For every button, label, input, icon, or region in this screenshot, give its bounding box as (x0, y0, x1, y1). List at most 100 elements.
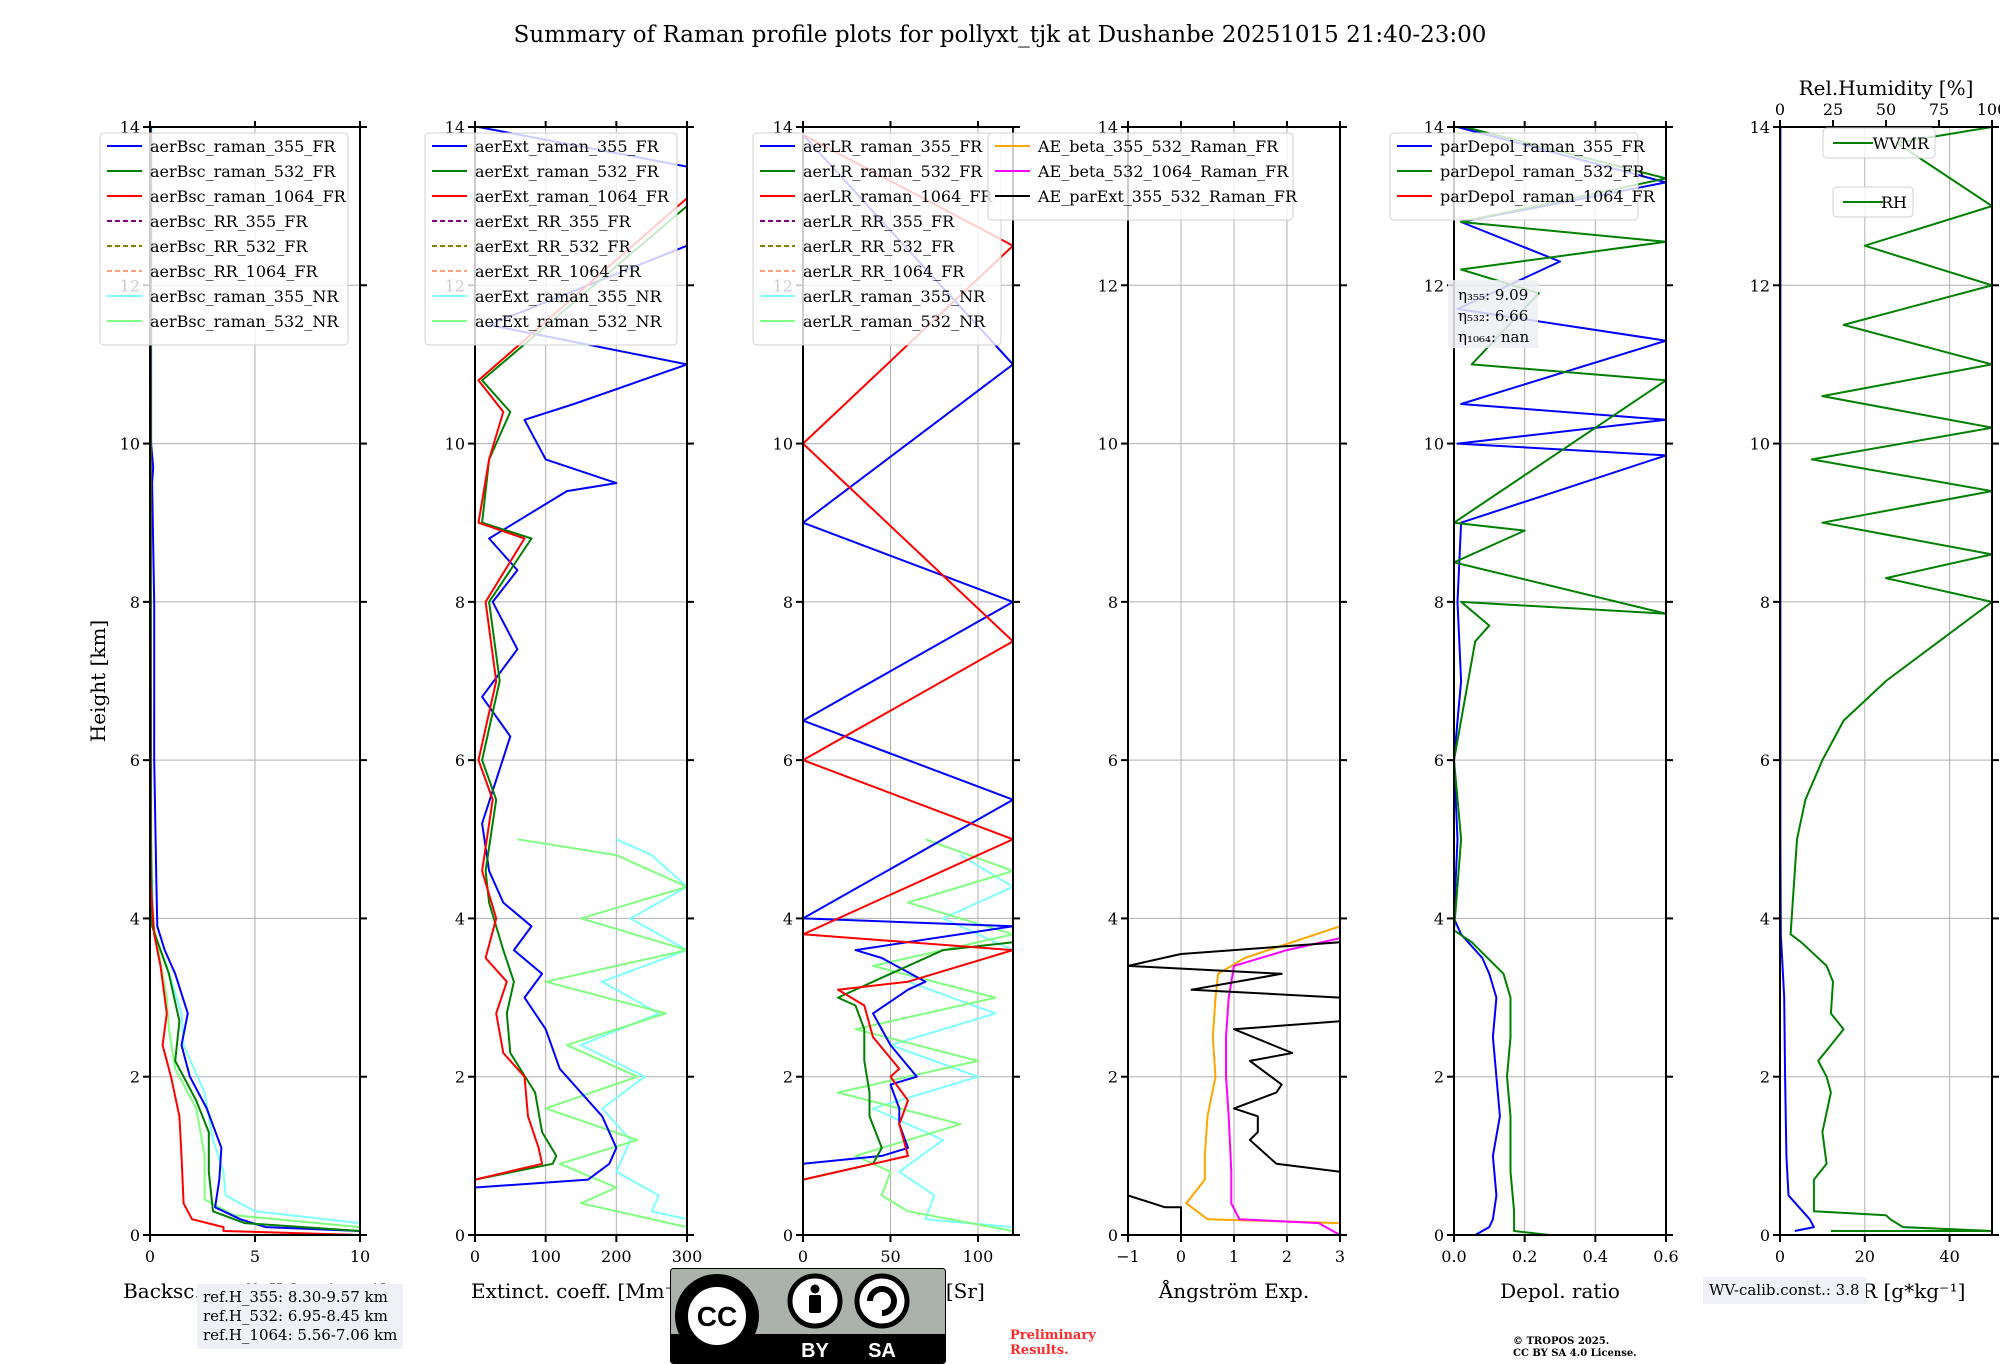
legend-box (987, 132, 1294, 221)
y-tick-label: 6 (1108, 751, 1118, 770)
legend-box (752, 132, 1002, 346)
y-tick-label: 2 (130, 1068, 140, 1087)
legend-label: aerBsc_raman_355_NR (150, 287, 339, 306)
by-label: BY (801, 1340, 829, 1362)
y-tick-label: 14 (120, 118, 140, 137)
by-icon-head (810, 1284, 820, 1294)
ref-heights-box: ref.H_355: 8.30-9.57 km ref.H_532: 6.95-… (197, 1284, 404, 1349)
legend-label: aerExt_raman_355_NR (475, 287, 663, 306)
x2-tick-label: 50 (1876, 100, 1896, 119)
x-tick-label: 3 (1335, 1247, 1345, 1266)
series-aerLR_raman_532_NR (837, 838, 1013, 1232)
series-aerBsc_raman_532_NR (151, 918, 360, 1229)
series-aerBsc_raman_1064_FR (150, 127, 360, 1235)
eta-annotation-line: η₃₅₅: 9.09 (1458, 286, 1528, 304)
series-AE_parExt_355_532_Raman_FR_upper (1233, 1020, 1340, 1173)
y-tick-label: 14 (1424, 118, 1444, 137)
y-tick-label: 8 (1108, 593, 1118, 612)
series-group-lidar_ratio (803, 134, 1013, 1232)
x-tick-label: 0 (1775, 1247, 1785, 1266)
y-tick-label: 0 (455, 1226, 465, 1245)
legend-label: aerBsc_raman_355_FR (150, 137, 336, 156)
series-WVMR (1780, 127, 1815, 1232)
legend-label: aerLR_RR_532_FR (803, 237, 955, 256)
y-axis-label: Height [km] (86, 620, 110, 742)
sa-label: SA (868, 1340, 896, 1362)
legend-label: RH (1881, 193, 1907, 212)
x-tick-label: −1 (1116, 1247, 1140, 1266)
y-tick-label: 0 (1434, 1226, 1444, 1245)
x-tick-label: 0.6 (1653, 1247, 1678, 1266)
series-aerExt_raman_532_NR (517, 838, 687, 1229)
preliminary-line-1: Preliminary (1010, 1328, 1096, 1343)
x-tick-label: 0 (1176, 1247, 1186, 1266)
y-tick-label: 8 (783, 593, 793, 612)
panel-depolarization: 0.0 0.2 0.4 0.6 0 2 4 6 8 10 12 14 Depol. ratio parDe… (1389, 118, 1679, 1303)
x-tick-label: 1 (1229, 1247, 1239, 1266)
y-tick-label: 4 (1434, 909, 1444, 928)
legend-label: parDepol_raman_532_FR (1440, 162, 1646, 181)
x-tick-label: 300 (672, 1247, 703, 1266)
series-AE_beta_532_1064_Raman_FR (1225, 937, 1340, 1235)
legend-box (424, 132, 678, 346)
legend-label: aerBsc_RR_532_FR (150, 237, 308, 256)
series-group-angstrom (1128, 925, 1340, 1235)
legend-label: aerLR_raman_1064_FR (803, 187, 993, 206)
x-tick-label: 0 (470, 1247, 480, 1266)
eta-annotation-box (1448, 280, 1538, 348)
legend-label: aerExt_raman_1064_FR (475, 187, 670, 206)
legend-label: aerLR_RR_1064_FR (803, 262, 965, 281)
x-tick-label: 2 (1282, 1247, 1292, 1266)
legend-label: aerExt_RR_1064_FR (475, 262, 642, 281)
x2-tick-label: 100 (1977, 100, 2000, 119)
y-tick-label: 2 (1108, 1068, 1118, 1087)
legend-label: aerBsc_raman_1064_FR (150, 187, 347, 206)
legend-label: parDepol_raman_1064_FR (1440, 187, 1656, 206)
legend-label: aerLR_raman_355_FR (803, 137, 983, 156)
ref-height-532: ref.H_532: 6.95-8.45 km (203, 1307, 388, 1325)
y-tick-label: 8 (1434, 593, 1444, 612)
legend-box (1822, 127, 1936, 159)
y-tick-label: 12 (1424, 276, 1444, 295)
legend-label: aerBsc_raman_532_NR (150, 312, 339, 331)
sa-icon-arc (867, 1286, 897, 1316)
legend-label: aerExt_RR_355_FR (475, 212, 632, 231)
series-AE_parExt_355_532_Raman_FR (1128, 1194, 1182, 1235)
y-tick-label: 0 (1760, 1226, 1770, 1245)
y-tick-label: 0 (783, 1226, 793, 1245)
x-axis-label: Extinct. coeff. [Mm⁻¹] (471, 1279, 691, 1303)
series-aerLR_raman_355_FR (803, 134, 1013, 1165)
y-tick-label: 2 (455, 1068, 465, 1087)
legend-label: AE_beta_532_1064_Raman_FR (1037, 162, 1289, 181)
legend-label: aerLR_RR_355_FR (803, 212, 955, 231)
x-tick-label: 0.4 (1583, 1247, 1608, 1266)
y-tick-label: 8 (455, 593, 465, 612)
legend-label: aerBsc_RR_355_FR (150, 212, 308, 231)
eta-annotation-line: η₁₀₆₄: nan (1458, 328, 1529, 346)
y-tick-label: 4 (1760, 909, 1770, 928)
copyright-line-1: © TROPOS 2025. (1513, 1336, 1610, 1347)
series-parDepol_raman_355_FR (1454, 127, 1666, 1235)
y-tick-label: 10 (1098, 435, 1118, 454)
series-group-extinction (475, 127, 687, 1229)
y-tick-label: 2 (1434, 1068, 1444, 1087)
y-tick-label: 0 (130, 1226, 140, 1245)
y-tick-label: 14 (1098, 118, 1118, 137)
y-tick-label: 6 (1760, 751, 1770, 770)
figure-title: Summary of Raman profile plots for polly… (513, 22, 1487, 48)
legend-label: parDepol_raman_355_FR (1440, 137, 1646, 156)
y-tick-label: 2 (783, 1068, 793, 1087)
legend-label: aerBsc_RR_1064_FR (150, 262, 319, 281)
y-tick-label: 6 (1434, 751, 1444, 770)
copyright-note: © TROPOS 2025. CC BY SA 4.0 License. (1513, 1336, 1637, 1360)
y-tick-label: 6 (130, 751, 140, 770)
y-tick-label: 8 (1760, 593, 1770, 612)
x2-tick-label: 25 (1823, 100, 1843, 119)
y-tick-label: 10 (1424, 435, 1444, 454)
x-axis-label: Depol. ratio (1500, 1279, 1620, 1303)
cc-license-logo: CC BY SA (670, 1268, 946, 1364)
series-aerLR_raman_532_FR (803, 941, 1013, 1181)
panel-extinction: 010020030002468101214Extinct. coeff. [Mm… (424, 118, 703, 1303)
y-tick-label: 8 (130, 593, 140, 612)
